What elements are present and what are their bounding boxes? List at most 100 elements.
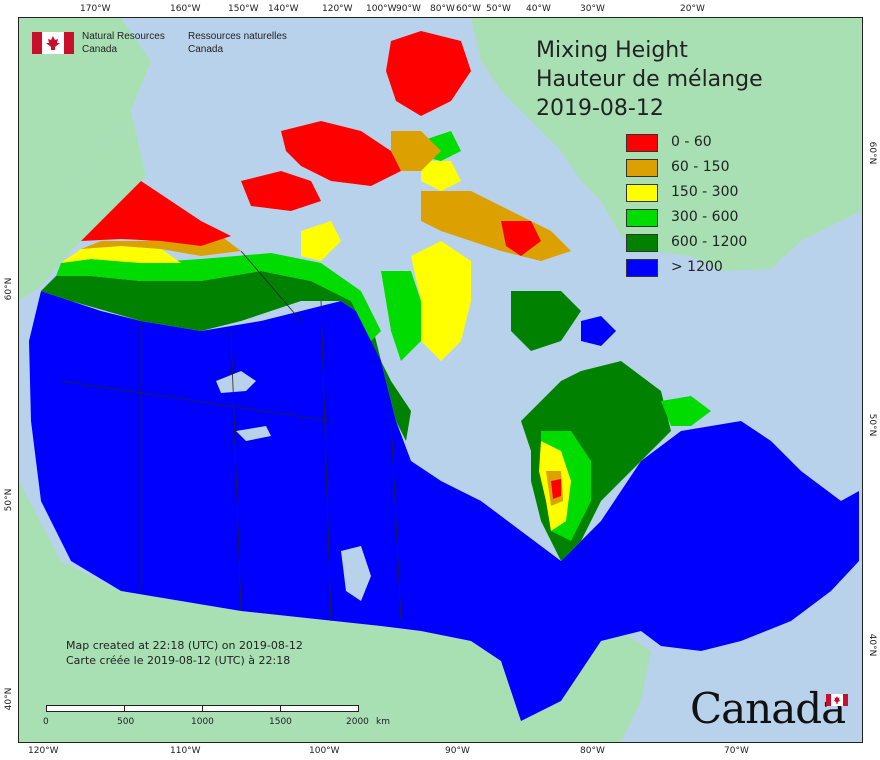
legend-item: 300 - 600	[626, 209, 796, 229]
zone-0-60-islands	[281, 121, 401, 186]
canada-flag-icon	[32, 32, 74, 54]
legend-label: 300 - 600	[671, 209, 739, 225]
scale-bar: 0 500 1000 1500 2000 km	[43, 705, 390, 735]
baffin-blue	[581, 316, 616, 346]
legend-item: > 1200	[626, 259, 796, 279]
scale-unit: km	[376, 717, 390, 727]
tick-top: 50°W	[486, 4, 511, 14]
hudson-bay	[396, 381, 531, 501]
zone-300-600-labrador	[661, 396, 711, 426]
scale-segment	[124, 705, 203, 712]
tick-left: 50°N	[4, 488, 14, 512]
map-panel[interactable]	[18, 17, 863, 743]
legend-swatch	[626, 259, 658, 277]
legend-swatch	[626, 234, 658, 252]
wordmark-flag-icon	[826, 694, 848, 706]
zone-600-1200-baffin	[511, 291, 581, 351]
legend-label: 150 - 300	[671, 184, 739, 200]
tick-left: 40°N	[4, 687, 14, 711]
zone-60-150-north	[391, 131, 441, 171]
zone-0-60-yukon	[81, 181, 231, 246]
boundary-yt-nt	[240, 250, 302, 322]
legend-swatch	[626, 209, 658, 227]
legend-label: 600 - 1200	[671, 234, 748, 250]
tick-top: 150°W	[228, 4, 259, 14]
tick-top: 80°W	[430, 4, 455, 14]
tick-top: 20°W	[680, 4, 705, 14]
tick-bottom: 110°W	[170, 746, 201, 756]
lake-winnipeg	[341, 546, 371, 601]
tick-top: 40°W	[526, 4, 551, 14]
scale-segment	[46, 705, 125, 712]
title-en: Mixing Height	[536, 38, 688, 63]
nrcan-french: Ressources naturelles Canada	[188, 30, 287, 56]
greenland-land	[471, 18, 861, 271]
zone-150-300-west	[61, 246, 181, 263]
zone-600-1200-west	[41, 271, 411, 441]
russia-land	[19, 18, 151, 271]
tick-bottom: 100°W	[309, 746, 340, 756]
zone-0-60-ellesmere	[386, 31, 471, 116]
tick-top: 140°W	[268, 4, 299, 14]
scale-label: 2000	[346, 717, 369, 727]
boundary-mb-on	[390, 420, 402, 622]
tick-bottom: 120°W	[28, 746, 59, 756]
scale-label: 1500	[269, 717, 292, 727]
scale-label: 1000	[191, 717, 214, 727]
zone-150-300-north	[421, 161, 461, 191]
tick-top: 30°W	[580, 4, 605, 14]
legend-swatch	[626, 134, 658, 152]
legend-swatch	[626, 184, 658, 202]
legend-label: 0 - 60	[671, 134, 712, 150]
zone-150-300-central	[411, 241, 471, 361]
boundary-sk-mb	[320, 300, 332, 622]
legend-item: 60 - 150	[626, 159, 796, 179]
tick-right: 60°N	[867, 141, 877, 165]
tick-top: 170°W	[80, 4, 111, 14]
zone-0-60-victoria	[241, 171, 321, 211]
tick-right: 40°N	[867, 633, 877, 657]
zone-300-600-central	[381, 271, 421, 361]
legend-item: 600 - 1200	[626, 234, 796, 254]
tick-bottom: 70°W	[724, 746, 749, 756]
legend-label: 60 - 150	[671, 159, 730, 175]
tick-bottom: 80°W	[580, 746, 605, 756]
alaska-land	[19, 111, 146, 301]
credit-en: Map created at 22:18 (UTC) on 2019-08-12	[66, 639, 303, 652]
legend-label: > 1200	[671, 259, 723, 275]
tick-right: 50°N	[867, 413, 877, 437]
great-slave-lake	[216, 371, 256, 393]
map-canvas	[19, 18, 862, 742]
tick-top: 90°W	[396, 4, 421, 14]
nrcan-fr-line1: Ressources naturelles	[188, 31, 287, 42]
tick-top: 120°W	[322, 4, 353, 14]
nrcan-english: Natural Resources Canada	[82, 30, 165, 56]
tick-top: 60°W	[456, 4, 481, 14]
nrcan-en-line2: Canada	[82, 44, 118, 55]
zone-0-60-baffin	[501, 221, 541, 256]
lake-athabasca	[236, 426, 271, 441]
scale-segment	[280, 705, 359, 712]
title-date: 2019-08-12	[536, 96, 664, 121]
scale-label: 500	[117, 717, 135, 727]
nrcan-fr-line2: Canada	[188, 44, 224, 55]
title-fr: Hauteur de mélange	[536, 67, 763, 92]
credit-fr: Carte créée le 2019-08-12 (UTC) à 22:18	[66, 654, 291, 667]
zone-150-300-arctic	[301, 221, 341, 261]
zone-300-600-west	[56, 253, 381, 341]
legend-item: 0 - 60	[626, 134, 796, 154]
legend-swatch	[626, 159, 658, 177]
scale-label: 0	[43, 717, 49, 727]
map-credit: Map created at 22:18 (UTC) on 2019-08-12…	[66, 638, 303, 668]
zone-0-60-quebec	[551, 479, 561, 499]
legend-item: 150 - 300	[626, 184, 796, 204]
canada-south-region	[29, 291, 859, 721]
map-title: Mixing Height Hauteur de mélange 2019-08…	[536, 36, 763, 123]
nrcan-en-line1: Natural Resources	[82, 31, 165, 42]
tick-top: 160°W	[170, 4, 201, 14]
tick-top: 100°W	[366, 4, 397, 14]
canada-wordmark: Canada	[690, 684, 846, 733]
scale-segment	[202, 705, 281, 712]
usa-land	[19, 481, 651, 742]
